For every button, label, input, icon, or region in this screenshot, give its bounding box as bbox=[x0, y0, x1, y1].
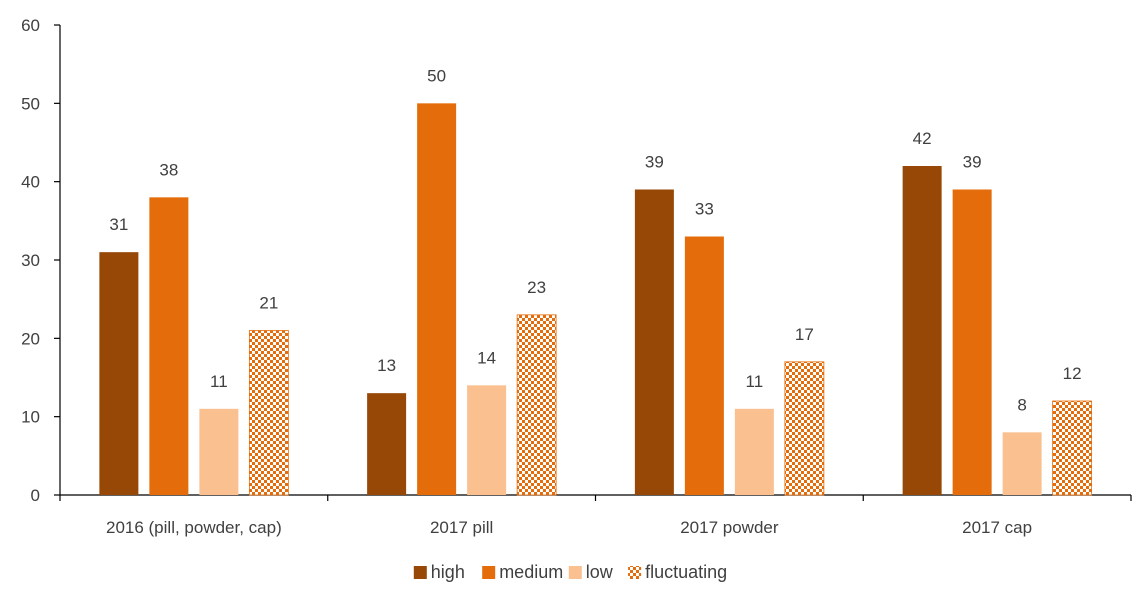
data-label: 12 bbox=[1063, 364, 1082, 383]
legend-item-high: high bbox=[413, 562, 465, 582]
bar-low bbox=[199, 408, 239, 495]
data-label: 13 bbox=[377, 356, 396, 375]
data-label: 42 bbox=[913, 129, 932, 148]
data-label: 31 bbox=[109, 215, 128, 234]
bar-medium bbox=[684, 236, 724, 495]
data-label: 39 bbox=[645, 153, 664, 172]
bar-high bbox=[367, 393, 407, 495]
legend-swatch bbox=[628, 566, 642, 579]
x-category-label: 2017 powder bbox=[680, 518, 779, 537]
legend-label: high bbox=[431, 562, 465, 582]
bar-low bbox=[1002, 432, 1042, 495]
data-label: 39 bbox=[963, 153, 982, 172]
bar-medium bbox=[417, 103, 457, 495]
bars bbox=[99, 103, 1093, 496]
data-label: 17 bbox=[795, 325, 814, 344]
y-tick-label: 30 bbox=[21, 251, 40, 270]
bar-fluctuating bbox=[784, 361, 825, 496]
bar-low bbox=[734, 408, 774, 495]
data-label: 14 bbox=[477, 348, 496, 367]
legend-label: low bbox=[586, 562, 614, 582]
x-axis: 2016 (pill, powder, cap) 2017 pill 2017 po… bbox=[59, 494, 1132, 537]
bar-fluctuating bbox=[248, 330, 289, 496]
bar-medium bbox=[952, 189, 992, 495]
bar-high bbox=[902, 166, 942, 495]
data-label: 11 bbox=[210, 372, 228, 391]
legend-item-medium: medium bbox=[482, 562, 563, 582]
data-label: 21 bbox=[259, 294, 278, 313]
y-tick-label: 50 bbox=[21, 94, 40, 113]
legend-swatch bbox=[482, 566, 496, 579]
y-tick-label: 60 bbox=[21, 16, 40, 35]
y-tick-label: 10 bbox=[21, 408, 40, 427]
data-label: 23 bbox=[527, 278, 546, 297]
data-label: 8 bbox=[1017, 395, 1026, 414]
bar-fluctuating bbox=[516, 314, 557, 496]
data-labels: 31 38 11 21 13 50 14 23 39 33 11 17 42 39 8 12 bbox=[109, 66, 1081, 414]
y-tick-label: 0 bbox=[31, 486, 40, 505]
x-category-label: 2017 cap bbox=[962, 518, 1032, 537]
y-tick-label: 40 bbox=[21, 173, 40, 192]
data-label: 11 bbox=[746, 372, 764, 391]
x-category-label: 2016 (pill, powder, cap) bbox=[106, 518, 282, 537]
legend-item-fluctuating: fluctuating bbox=[628, 562, 727, 582]
y-axis: 0 10 20 30 40 50 60 bbox=[21, 16, 61, 505]
legend: high medium low fluctuating bbox=[413, 562, 727, 582]
data-label: 33 bbox=[695, 200, 714, 219]
data-label: 38 bbox=[159, 160, 178, 179]
legend-swatch bbox=[568, 566, 582, 579]
bar-high bbox=[99, 252, 139, 495]
legend-label: fluctuating bbox=[645, 562, 727, 582]
y-tick-label: 20 bbox=[21, 329, 40, 348]
data-label: 50 bbox=[427, 66, 446, 85]
bar-high bbox=[634, 189, 674, 495]
bar-medium bbox=[149, 197, 189, 496]
bar-fluctuating bbox=[1052, 400, 1093, 496]
x-category-label: 2017 pill bbox=[430, 518, 493, 537]
bar-low bbox=[467, 385, 507, 495]
legend-swatch bbox=[413, 566, 427, 579]
legend-item-low: low bbox=[568, 562, 614, 582]
legend-label: medium bbox=[499, 562, 563, 582]
